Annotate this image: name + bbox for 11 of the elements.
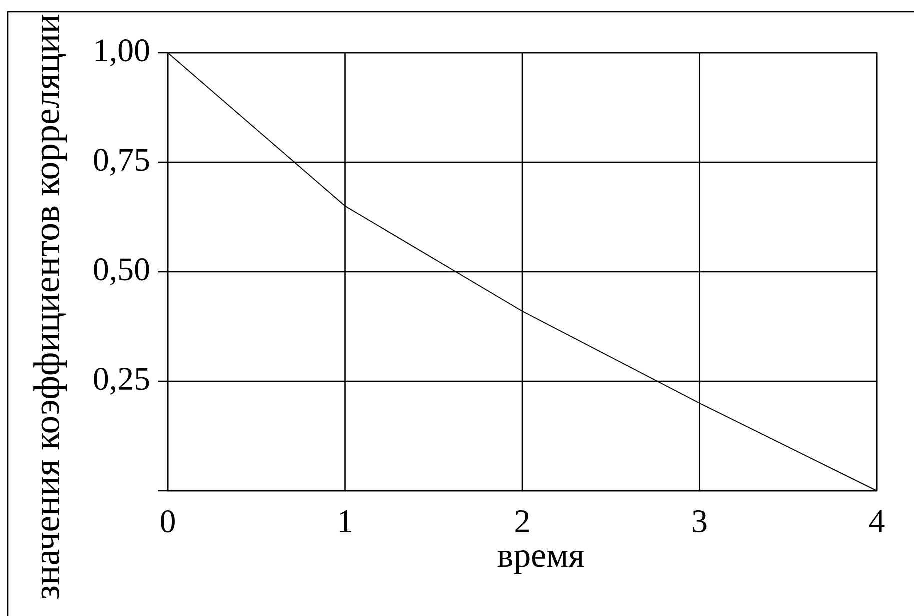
x-tick-label: 2 (516, 510, 529, 532)
x-axis-title: время (498, 550, 584, 574)
x-tick-label: 4 (869, 510, 885, 532)
y-tick-label: 0,25 (94, 368, 150, 395)
y-tick-label: 1,00 (96, 40, 150, 66)
x-tick-label: 1 (340, 510, 352, 532)
y-tick-label: 0,50 (94, 258, 150, 286)
x-tick-label: 3 (693, 510, 707, 533)
x-tick-label: 0 (161, 510, 175, 533)
y-axis-title: значения коэффициентов корреляции (34, 14, 68, 599)
y-tick-label: 0,75 (94, 149, 150, 176)
